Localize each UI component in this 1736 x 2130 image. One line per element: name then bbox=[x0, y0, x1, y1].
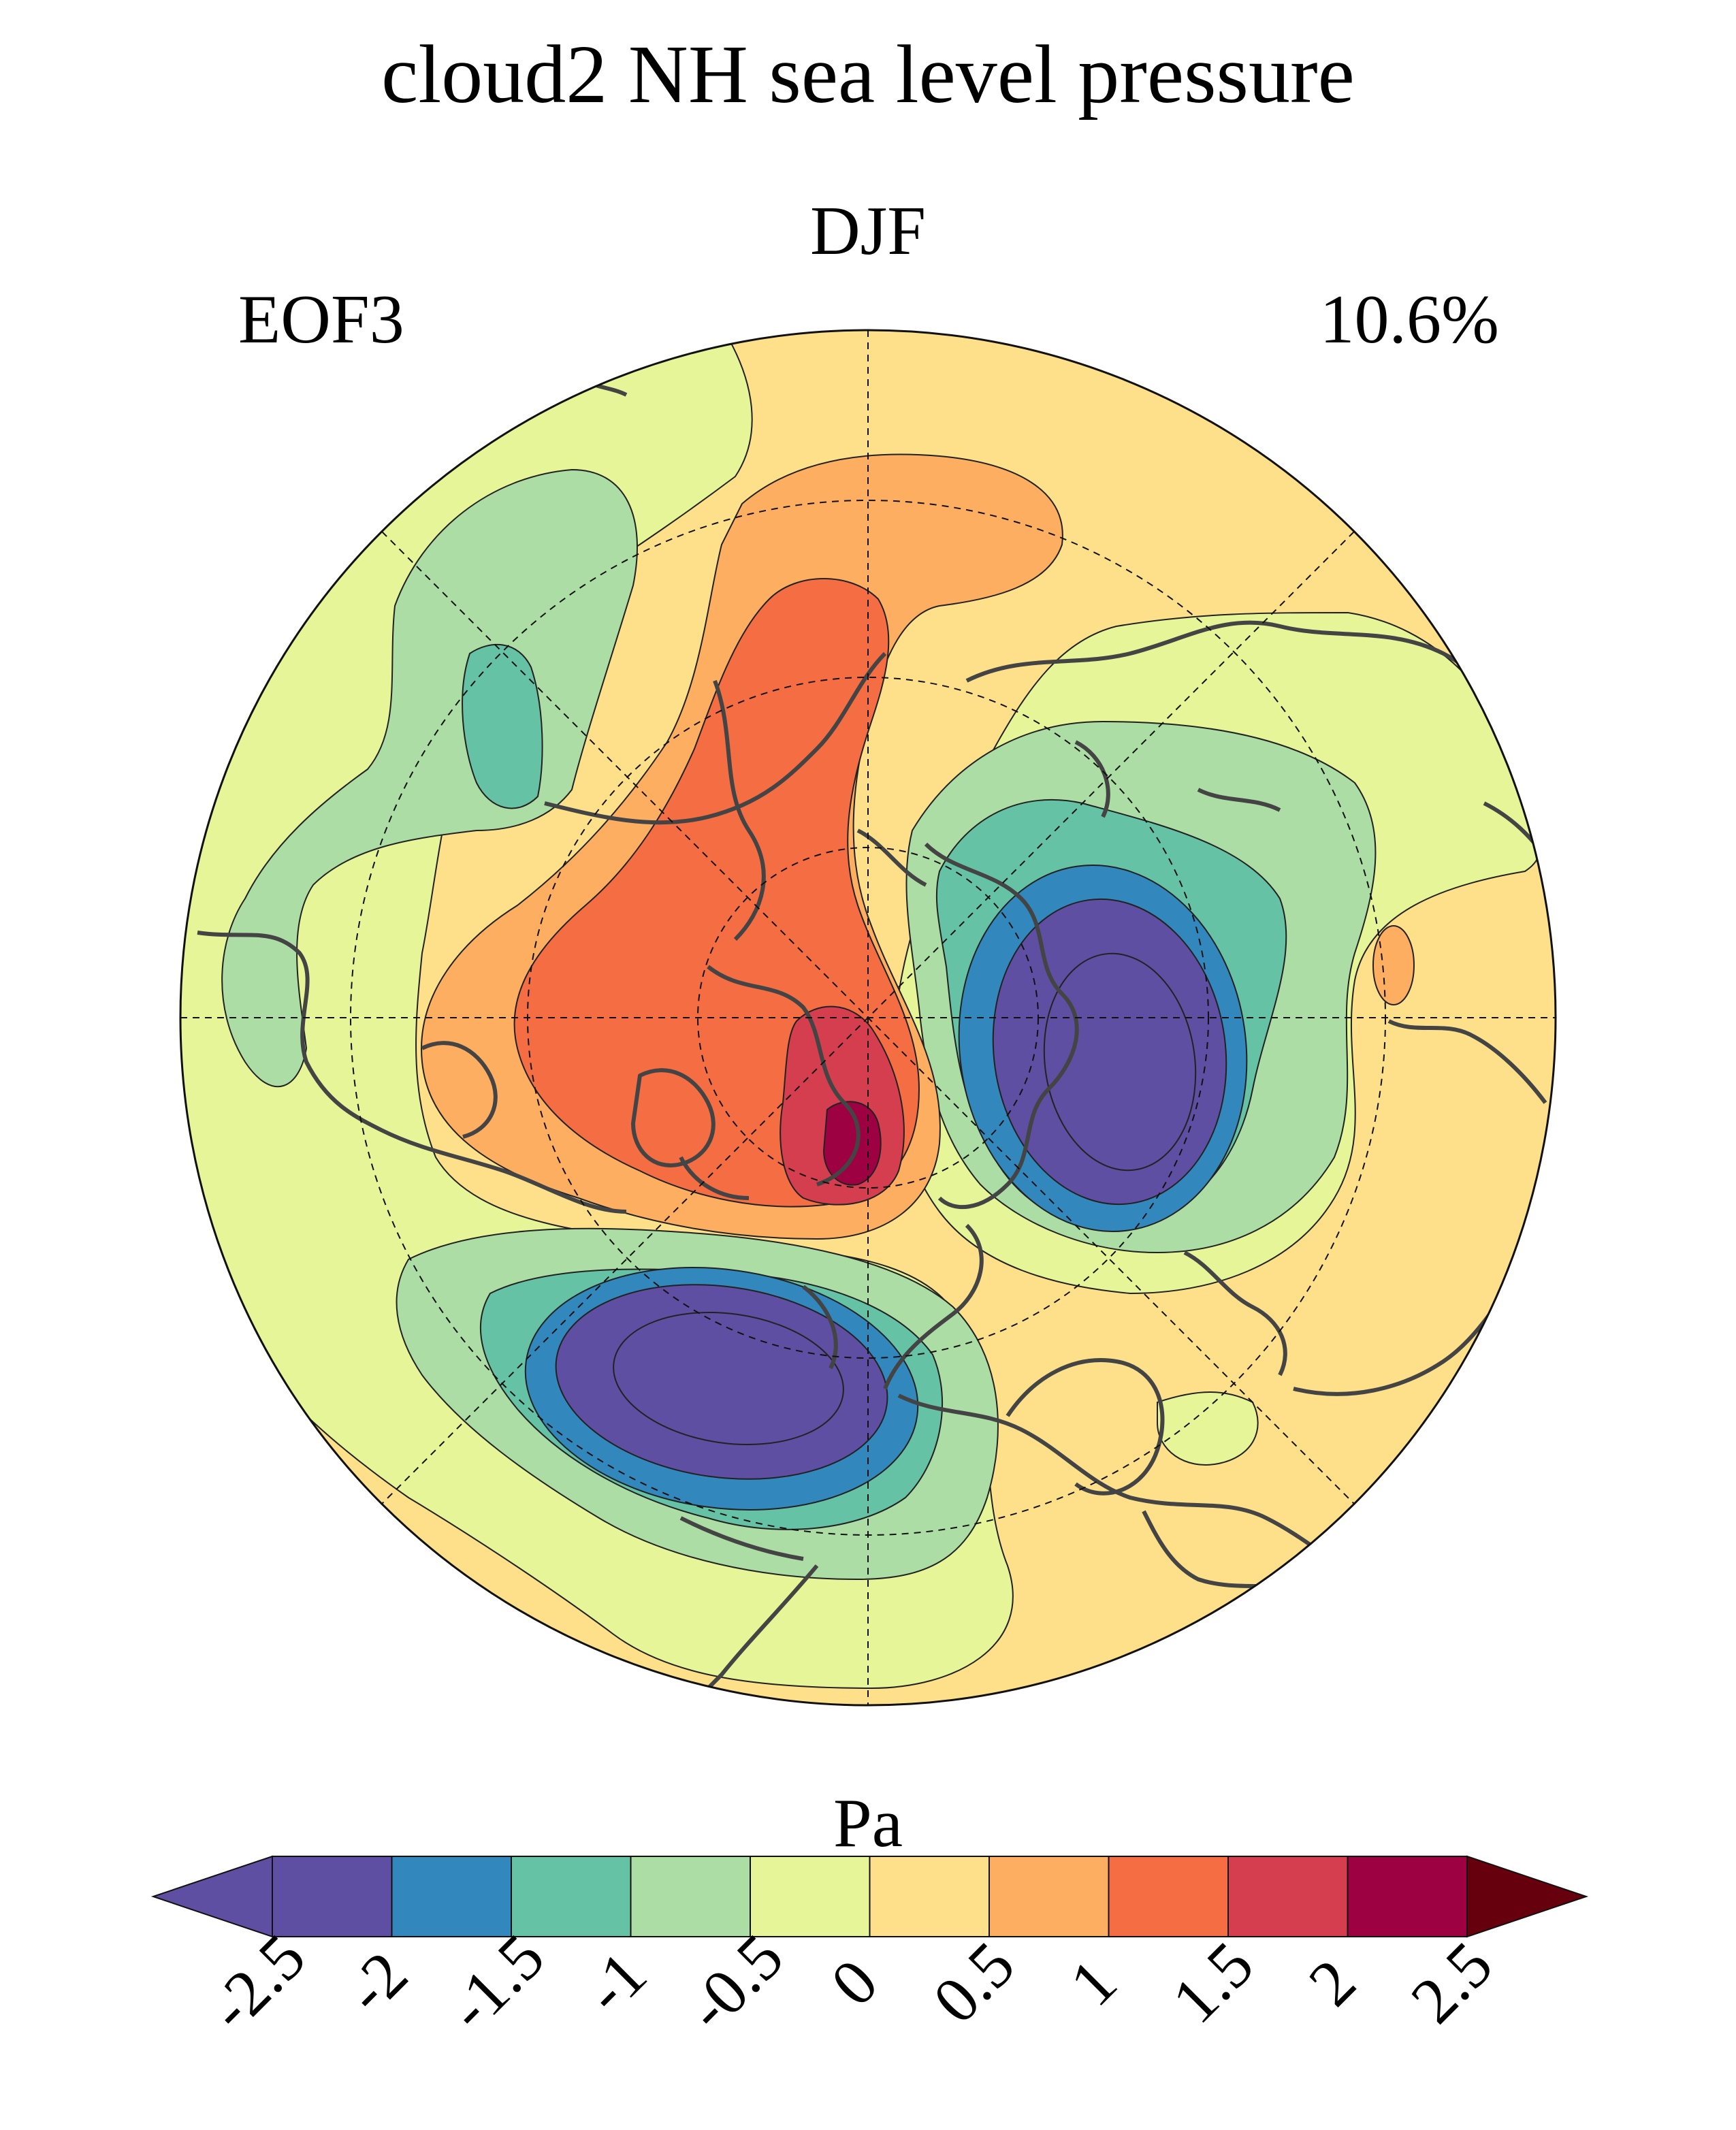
colorbar-tick-label: 2 bbox=[1295, 1945, 1370, 2020]
eof-label: EOF3 bbox=[238, 281, 404, 358]
colorbar-bin bbox=[869, 1856, 990, 1937]
field-weak-negative-asia bbox=[1157, 1391, 1259, 1466]
field-crimson bbox=[822, 1101, 882, 1186]
colorbar-tick-label: -1 bbox=[570, 1937, 660, 2027]
colorbar-tick-label: -2.5 bbox=[194, 1920, 319, 2044]
field-core-south bbox=[613, 1311, 844, 1446]
colorbar-bin bbox=[1347, 1856, 1468, 1937]
colorbar-tick-label: -2 bbox=[331, 1937, 421, 2027]
variance-explained: 10.6% bbox=[1319, 281, 1499, 358]
colorbar-tick-label: 1 bbox=[1056, 1945, 1131, 2020]
field-core-east bbox=[1043, 952, 1197, 1172]
graticule bbox=[180, 330, 1556, 1705]
colorbar-tick-label: -0.5 bbox=[672, 1920, 797, 2044]
figure-title: cloud2 NH sea level pressure bbox=[381, 29, 1355, 120]
colorbar-tick-label: 0.5 bbox=[919, 1928, 1029, 2037]
colorbar-bin bbox=[630, 1856, 751, 1937]
colorbar-bin bbox=[391, 1856, 512, 1937]
colorbar-tick-label: 1.5 bbox=[1158, 1928, 1268, 2037]
field-positive-spot bbox=[1372, 925, 1415, 1005]
colorbar-tick-label: -1.5 bbox=[433, 1920, 558, 2044]
colorbar-over-arrow bbox=[1466, 1855, 1589, 1938]
map-boundary bbox=[179, 329, 1557, 1707]
colorbar-bin bbox=[1108, 1856, 1229, 1937]
colorbar-bin bbox=[750, 1856, 871, 1937]
field-teal-west bbox=[462, 644, 543, 809]
colorbar-bin bbox=[511, 1856, 632, 1937]
colorbar-tick-label: 2.5 bbox=[1397, 1928, 1507, 2037]
colorbar-bin bbox=[1227, 1856, 1349, 1937]
colorbar-bin bbox=[272, 1856, 393, 1937]
colorbar-units: Pa bbox=[833, 1785, 903, 1862]
season-label: DJF bbox=[809, 193, 927, 270]
colorbar-under-arrow bbox=[150, 1855, 273, 1938]
colorbar-bin bbox=[988, 1856, 1110, 1937]
colorbar-tick-label: 0 bbox=[817, 1945, 892, 2020]
